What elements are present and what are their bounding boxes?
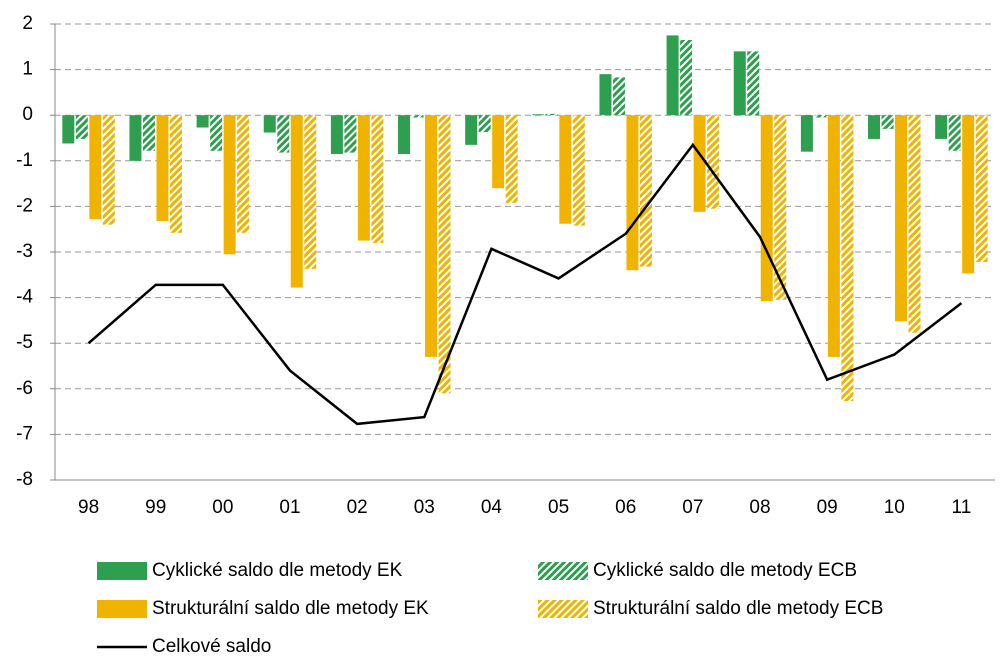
bar [760,115,773,302]
legend-label: Strukturální saldo dle metody ECB [593,598,883,619]
bar [599,74,612,116]
y-tick-label: -7 [16,423,33,444]
x-tick-label: 07 [682,497,703,518]
bar [89,115,102,220]
bar [196,115,209,128]
bar [666,35,679,116]
legend-label: Cyklické saldo dle metody EK [152,560,403,581]
bar [290,115,303,288]
bar [237,115,250,233]
bar [210,115,223,151]
y-tick-label: -8 [16,469,33,490]
bar [800,115,813,152]
bar [411,115,424,118]
bar [425,115,438,357]
bar [908,115,921,333]
legend-swatch [538,562,588,580]
bar [277,115,290,153]
bar [263,115,276,133]
bar [881,115,894,129]
x-tick-label: 05 [548,497,569,518]
bar [62,115,75,144]
legend-swatch [97,600,147,618]
bar [774,115,787,300]
bar [357,115,370,241]
x-tick-label: 04 [481,497,503,518]
bar [129,115,142,161]
bar [975,115,988,263]
y-tick-label: -5 [16,332,33,353]
bar [868,115,881,139]
legend-swatch [538,600,588,618]
bar [747,51,760,116]
bar [626,115,639,271]
x-tick-label: 06 [615,497,636,518]
bar [935,115,948,139]
legend-swatch [97,562,147,580]
bar [371,115,384,243]
bar [465,115,478,145]
legend-label: Celkové saldo [152,636,271,657]
y-tick-label: -2 [16,195,33,216]
bar [962,115,975,274]
bar [948,115,961,151]
bar [841,115,854,402]
bar [559,115,572,224]
y-tick-label: -6 [16,378,33,399]
bar [532,114,545,116]
x-tick-label: 98 [78,497,99,518]
legend-label: Strukturální saldo dle metody EK [152,598,429,619]
x-tick-label: 99 [145,497,166,518]
bar [330,115,343,154]
bar [693,115,706,212]
bar [612,77,625,116]
bar [344,115,357,153]
y-tick-label: -3 [16,241,33,262]
bar [814,115,827,118]
bar [680,39,693,116]
bar [895,115,908,322]
x-tick-label: 11 [952,497,972,518]
x-tick-label: 02 [347,497,368,518]
bar [304,115,317,269]
y-tick-label: 1 [22,59,33,80]
bar [169,115,182,233]
y-tick-label: -1 [16,150,33,171]
bar [102,115,115,225]
bar [492,115,505,189]
x-tick-label: 01 [279,497,300,518]
y-tick-label: 2 [22,13,33,34]
y-tick-label: -4 [16,287,33,308]
bar [827,115,840,357]
x-tick-label: 10 [884,497,905,518]
x-tick-label: 03 [414,497,435,518]
x-tick-label: 00 [212,497,233,518]
bar [398,115,411,154]
bar [572,115,585,226]
bar [142,115,155,151]
x-tick-label: 09 [817,497,838,518]
line [87,142,963,426]
x-tick-label: 08 [749,497,770,518]
bar [156,115,169,221]
bar [505,115,518,203]
bar [733,51,746,116]
bar [545,113,558,116]
bar [223,115,236,255]
bar [75,115,88,139]
bar [438,115,451,394]
legend-label: Cyklické saldo dle metody ECB [593,560,857,581]
y-tick-label: 0 [22,104,33,125]
bar [478,115,491,133]
bar [639,115,652,267]
bar [707,115,720,209]
